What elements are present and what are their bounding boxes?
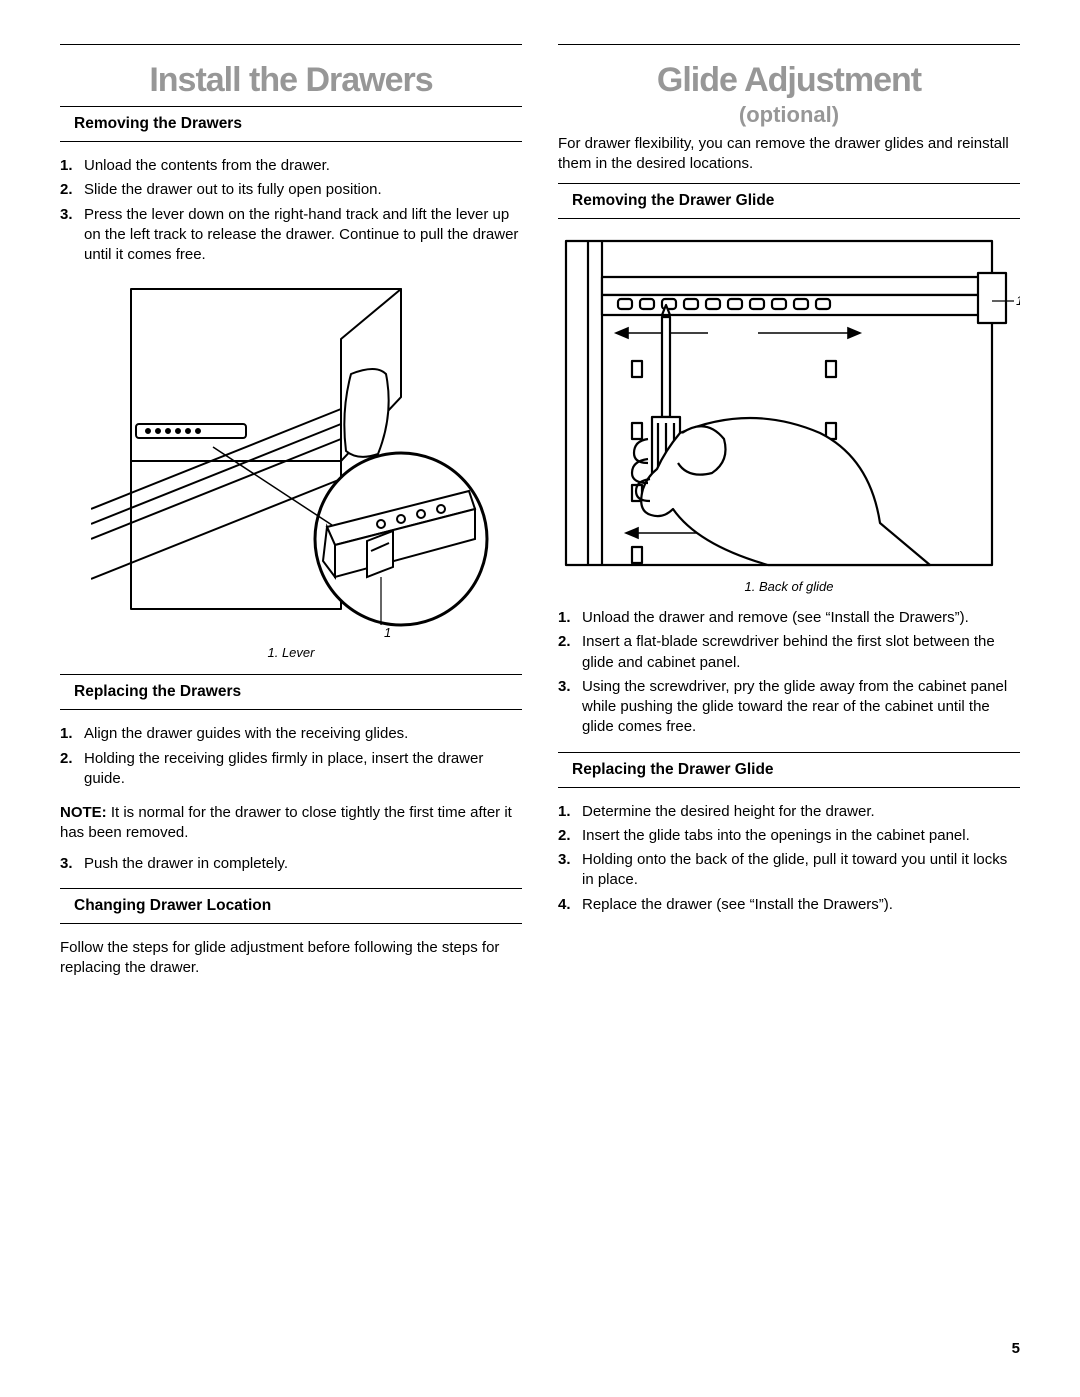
note-label: NOTE:	[60, 804, 107, 821]
section-title-glide: Glide Adjustment	[558, 61, 1020, 100]
section-title-install: Install the Drawers	[60, 61, 522, 100]
step: Unload the drawer and remove (see “Insta…	[558, 608, 1020, 628]
rule	[558, 44, 1020, 45]
step: Replace the drawer (see “Install the Dra…	[558, 895, 1020, 915]
rule	[60, 709, 522, 710]
note-text: It is normal for the drawer to close tig…	[60, 804, 512, 841]
rule	[558, 218, 1020, 219]
subheading-removing-glide: Removing the Drawer Glide	[558, 184, 1020, 218]
right-column: Glide Adjustment (optional) For drawer f…	[558, 44, 1020, 988]
subheading-changing-location: Changing Drawer Location	[60, 889, 522, 923]
rule	[60, 923, 522, 924]
step: Align the drawer guides with the receivi…	[60, 724, 522, 744]
replacing-drawers-steps: Align the drawer guides with the receivi…	[60, 724, 522, 789]
figure-callout-1: 1	[384, 625, 391, 639]
subheading-removing-drawers: Removing the Drawers	[60, 107, 522, 141]
changing-location-text: Follow the steps for glide adjustment be…	[60, 938, 522, 979]
step: Holding onto the back of the glide, pull…	[558, 850, 1020, 891]
page-number: 5	[1012, 1340, 1020, 1357]
step: Insert a flat-blade screwdriver behind t…	[558, 632, 1020, 673]
section-subtitle-optional: (optional)	[558, 102, 1020, 128]
step: Slide the drawer out to its fully open p…	[60, 180, 522, 200]
figure-drawer-lever: 1	[91, 279, 491, 639]
glide-intro: For drawer flexibility, you can remove t…	[558, 134, 1020, 173]
removing-drawers-steps: Unload the contents from the drawer. Sli…	[60, 156, 522, 265]
step: Using the screwdriver, pry the glide awa…	[558, 677, 1020, 738]
figure-callout-1: 1	[1016, 293, 1020, 308]
removing-glide-steps: Unload the drawer and remove (see “Insta…	[558, 608, 1020, 738]
figure-caption-glide: 1. Back of glide	[558, 579, 1020, 594]
replacing-drawers-steps-cont: Push the drawer in completely.	[60, 854, 522, 874]
step: Push the drawer in completely.	[60, 854, 522, 874]
note-paragraph: NOTE: It is normal for the drawer to clo…	[60, 803, 522, 844]
figure-glide-screwdriver: 1	[558, 233, 1020, 573]
step: Determine the desired height for the dra…	[558, 802, 1020, 822]
figure-caption-lever: 1. Lever	[60, 645, 522, 660]
replacing-glide-steps: Determine the desired height for the dra…	[558, 802, 1020, 915]
left-column: Install the Drawers Removing the Drawers…	[60, 44, 522, 988]
subheading-replacing-glide: Replacing the Drawer Glide	[558, 753, 1020, 787]
rule	[558, 787, 1020, 788]
step: Insert the glide tabs into the openings …	[558, 826, 1020, 846]
rule	[60, 44, 522, 45]
step: Unload the contents from the drawer.	[60, 156, 522, 176]
step: Holding the receiving glides firmly in p…	[60, 749, 522, 790]
step: Press the lever down on the right-hand t…	[60, 205, 522, 266]
subheading-replacing-drawers: Replacing the Drawers	[60, 675, 522, 709]
rule	[60, 141, 522, 142]
